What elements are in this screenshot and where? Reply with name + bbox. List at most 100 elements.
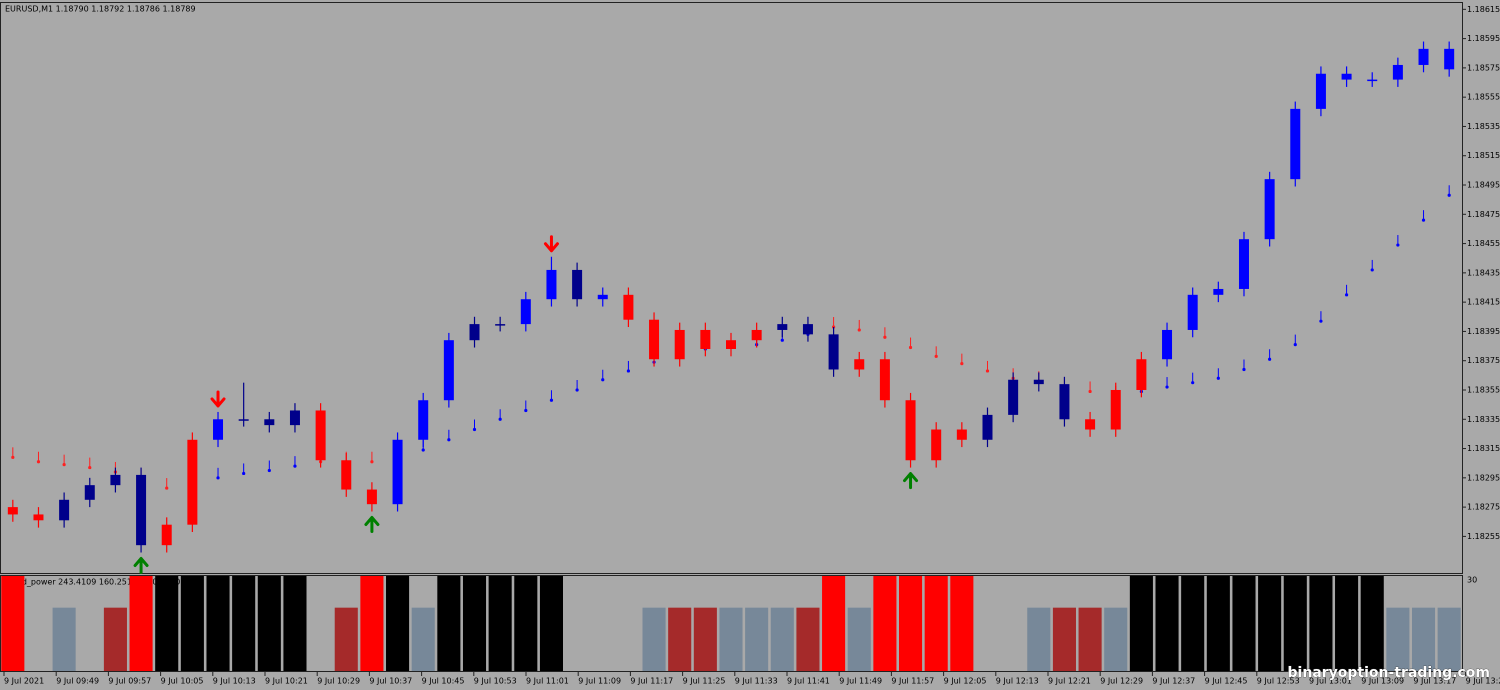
- ma-dot: [11, 455, 15, 459]
- indicator-bar: [668, 607, 692, 671]
- candle-body: [623, 294, 634, 320]
- candle-body: [982, 414, 993, 440]
- ma-point: [960, 353, 964, 366]
- candle-body: [546, 269, 557, 300]
- indicator-bar: [1258, 576, 1282, 671]
- ma-point: [524, 400, 528, 413]
- indicator-bar: [873, 576, 897, 671]
- ma-dot: [165, 486, 169, 490]
- x-tick-label: 9 Jul 13:25: [1466, 677, 1500, 686]
- indicator-bar: [1078, 607, 1102, 671]
- ma-dot: [1396, 243, 1400, 247]
- indicator-bar: [822, 576, 846, 671]
- ma-point: [1293, 334, 1297, 347]
- x-tick-label: 9 Jul 12:53: [1257, 677, 1300, 686]
- ma-dot: [985, 369, 990, 373]
- ma-point: [1370, 259, 1374, 272]
- y-tick-label: 1.18495: [1467, 181, 1500, 190]
- ma-point: [1191, 372, 1195, 385]
- candle-body: [1315, 73, 1326, 109]
- signal-arrow: [543, 235, 559, 253]
- x-tick-label: 9 Jul 10:05: [161, 677, 204, 686]
- ma-dot: [36, 460, 41, 464]
- ma-dot: [575, 388, 579, 392]
- candle-body: [802, 324, 813, 335]
- ma-dot: [1421, 218, 1426, 222]
- ma-point: [216, 467, 220, 480]
- x-tick-label: 9 Jul 13:09: [1361, 677, 1404, 686]
- candle-body: [674, 329, 685, 360]
- y-tick-label: 1.18515: [1467, 151, 1500, 160]
- ma-point: [242, 463, 246, 476]
- candle-body: [828, 334, 839, 370]
- signal-arrow: [210, 390, 226, 408]
- y-tick-label: 1.18555: [1467, 93, 1500, 102]
- ma-dot: [1268, 357, 1272, 361]
- indicator-bar: [1437, 607, 1461, 671]
- x-tick-label: 9 Jul 12:45: [1205, 677, 1248, 686]
- candle-body: [469, 324, 480, 341]
- ma-dot: [780, 338, 784, 342]
- indicator-bar: [1181, 576, 1205, 671]
- candle-body: [238, 419, 249, 421]
- x-tick-label: 9 Jul 11:41: [787, 677, 830, 686]
- x-tick-label: 9 Jul 10:53: [474, 677, 517, 686]
- x-tick-label: 9 Jul 11:17: [630, 677, 673, 686]
- ma-point: [857, 319, 861, 332]
- ma-dot: [549, 398, 554, 402]
- ma-dot: [601, 378, 605, 382]
- indicator-bar: [693, 607, 717, 671]
- indicator-frame: [0, 575, 1463, 672]
- indicator-bar: [437, 576, 461, 671]
- candle-body: [7, 507, 18, 515]
- ma-dot: [1344, 293, 1349, 297]
- indicator-bar: [1155, 576, 1179, 671]
- ma-dot: [498, 417, 502, 421]
- candle-body: [110, 474, 121, 486]
- ma-dot: [1165, 385, 1169, 389]
- x-tick-label: 9 Jul 09:49: [56, 677, 99, 686]
- ma-dot: [62, 463, 66, 467]
- candle-body: [854, 359, 865, 370]
- ma-dot: [421, 448, 425, 452]
- indicator-bar: [745, 607, 769, 671]
- indicator-bar: [924, 576, 948, 671]
- ma-dot: [1370, 268, 1374, 272]
- ma-dot: [1447, 193, 1451, 197]
- candle-body: [1264, 179, 1275, 240]
- x-tick-label: 9 Jul 11:09: [578, 677, 621, 686]
- ma-point: [934, 346, 938, 358]
- ma-dot: [216, 476, 220, 480]
- y-tick-label: 1.18455: [1467, 239, 1500, 248]
- ma-point: [11, 447, 15, 459]
- y-tick-label: 1.18315: [1467, 444, 1500, 453]
- ma-point: [88, 457, 92, 470]
- candle-body: [931, 429, 942, 461]
- indicator-bar: [334, 607, 358, 671]
- candle-body: [315, 410, 326, 461]
- ma-point: [165, 478, 169, 490]
- ma-dot: [370, 460, 374, 464]
- candle-body: [1341, 73, 1352, 80]
- ma-point: [1344, 284, 1349, 297]
- ma-point: [626, 360, 631, 373]
- indicator-bar: [1232, 576, 1256, 671]
- ma-point: [1165, 377, 1169, 389]
- ma-dot: [242, 471, 246, 476]
- ma-point: [1421, 210, 1426, 222]
- indicator-bar: [232, 576, 256, 671]
- candle-body: [33, 514, 44, 521]
- x-tick-label: 9 Jul 09:57: [108, 677, 151, 686]
- indicator-bar: [1386, 607, 1410, 671]
- x-tick-label: 9 Jul 10:37: [369, 677, 412, 686]
- candle-body: [1444, 48, 1455, 70]
- candle-body: [289, 410, 300, 426]
- ma-point: [575, 379, 579, 392]
- ma-dot: [267, 468, 271, 473]
- x-tick-label: 9 Jul 12:05: [944, 677, 987, 686]
- ma-point: [472, 419, 477, 432]
- y-tick-label: 1.18275: [1467, 503, 1500, 512]
- ma-point: [549, 390, 554, 402]
- candle-body: [879, 359, 890, 401]
- candle-body: [1008, 379, 1019, 415]
